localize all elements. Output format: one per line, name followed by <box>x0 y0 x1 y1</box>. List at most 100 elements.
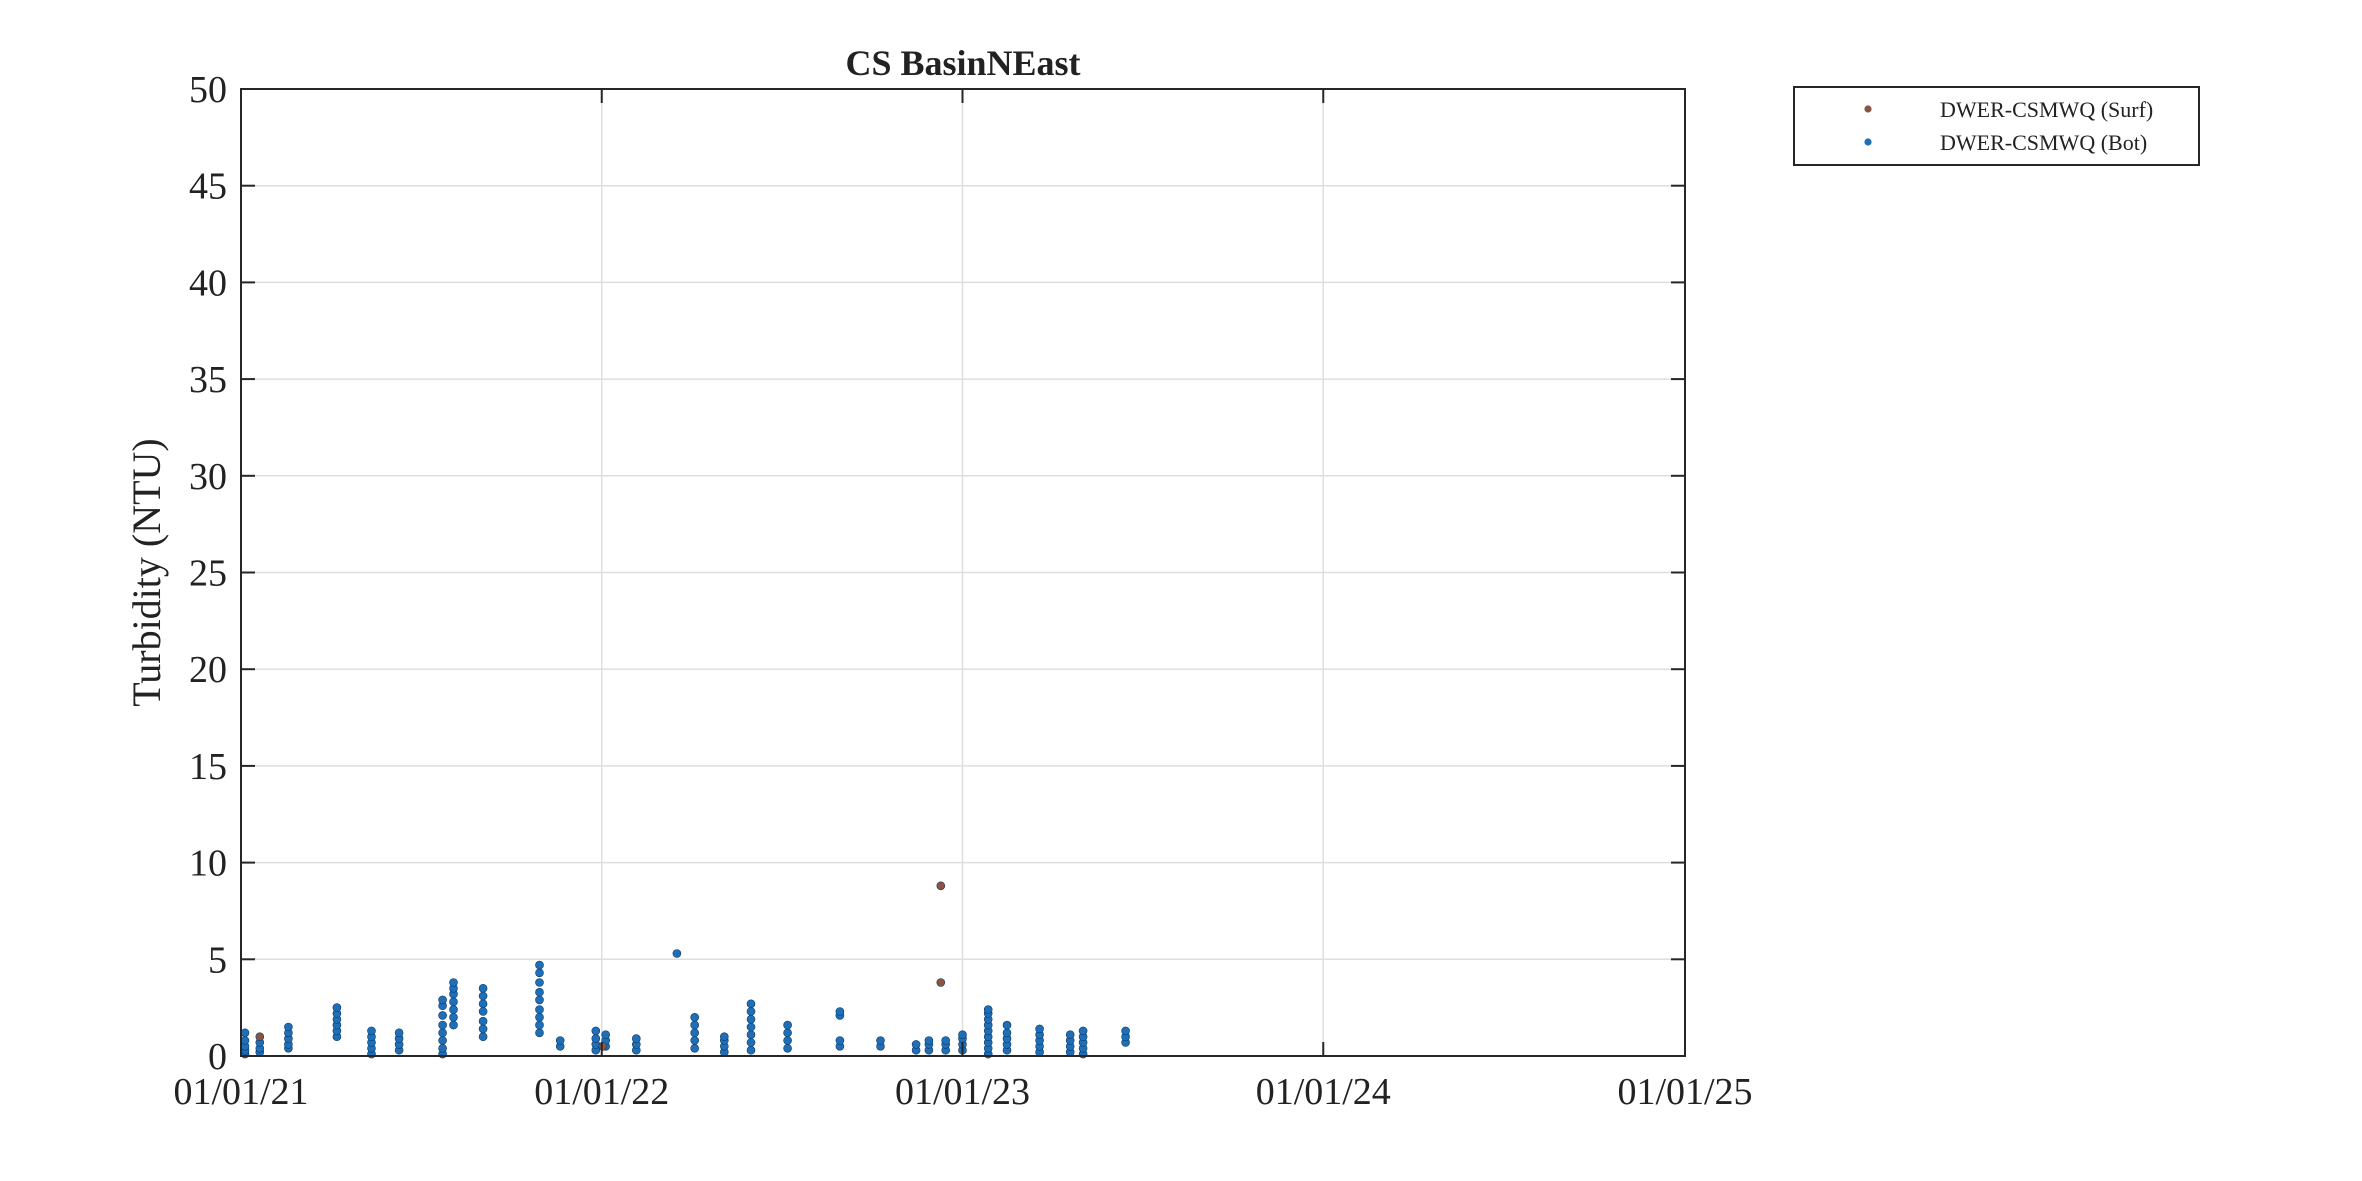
data-point-bot <box>746 1045 756 1055</box>
data-point-bot <box>478 983 488 993</box>
data-point-bot <box>478 1016 488 1026</box>
data-point-bot <box>535 1028 544 1038</box>
legend-marker-surf <box>1864 105 1872 113</box>
data-point-bot <box>438 1020 447 1030</box>
data-point-bot <box>746 1014 756 1024</box>
x-tick-label: 01/01/22 <box>534 1071 669 1113</box>
data-point-bot <box>449 1012 458 1022</box>
data-point-bot <box>690 1012 700 1022</box>
data-point-bot <box>983 1005 993 1014</box>
data-point-bot <box>631 1034 641 1043</box>
data-point-bot <box>672 949 682 958</box>
data-point-bot <box>958 1030 967 1039</box>
data-point-bot <box>478 999 488 1009</box>
data-point-surf <box>936 978 946 987</box>
y-tick-label: 40 <box>189 262 227 304</box>
y-tick-label: 50 <box>189 69 227 111</box>
y-tick-label: 25 <box>189 553 227 595</box>
data-point-bot <box>478 1007 488 1016</box>
data-point-bot <box>478 1024 488 1034</box>
data-point-bot <box>367 1026 376 1036</box>
x-tick-label: 01/01/25 <box>1617 1071 1752 1113</box>
data-point-bot <box>438 1036 447 1045</box>
data-point-bot <box>535 1012 544 1022</box>
x-tick-label: 01/01/21 <box>173 1071 308 1113</box>
y-tick-label: 45 <box>189 166 227 208</box>
data-point-bot <box>438 1011 447 1020</box>
data-point-bot <box>449 997 458 1007</box>
data-point-bot <box>746 999 756 1009</box>
data-point-bot <box>690 1028 700 1038</box>
y-tick-label: 20 <box>189 649 227 691</box>
data-point-bot <box>535 968 544 978</box>
plot-area-points <box>240 881 1130 1059</box>
data-point-bot <box>438 1044 447 1053</box>
data-point-bot <box>332 1003 342 1012</box>
data-point-bot <box>690 1020 700 1030</box>
data-point-bot <box>535 960 544 970</box>
legend-box <box>1793 86 2200 166</box>
data-point-bot <box>746 1022 756 1032</box>
data-point-bot <box>394 1028 404 1038</box>
data-point-bot <box>535 978 544 987</box>
data-point-bot <box>240 1028 250 1038</box>
y-tick-label: 30 <box>189 456 227 498</box>
data-point-bot <box>746 1030 756 1039</box>
legend: DWER-CSMWQ (Surf) DWER-CSMWQ (Bot) <box>1793 86 2200 166</box>
data-point-bot <box>535 995 544 1005</box>
chart-title: CS BasinNEast <box>845 43 1080 83</box>
data-point-bot <box>876 1036 885 1045</box>
data-point-bot <box>535 1005 544 1014</box>
data-point-bot <box>478 991 488 1001</box>
y-tick-label: 10 <box>189 843 227 885</box>
data-point-bot <box>555 1036 565 1045</box>
data-point-bot <box>591 1026 601 1036</box>
y-tick-label: 15 <box>189 746 227 788</box>
data-point-bot <box>438 1028 447 1038</box>
data-point-bot <box>719 1032 729 1041</box>
data-point-bot <box>746 1038 756 1047</box>
grid <box>241 89 1685 1056</box>
data-point-bot <box>449 978 458 987</box>
data-point-bot <box>1121 1026 1130 1036</box>
data-point-bot <box>783 1020 792 1030</box>
data-point-bot <box>1002 1020 1012 1030</box>
data-point-bot <box>746 1007 756 1016</box>
y-tick-label: 35 <box>189 359 227 401</box>
data-point-bot <box>690 1044 700 1053</box>
data-point-bot <box>535 987 544 997</box>
axis-ticks: 0 5 10 15 20 25 30 35 40 45 50 01/01/21 01/01/22 01/0… <box>173 69 1752 1113</box>
data-point-bot <box>438 995 447 1005</box>
data-point-bot <box>783 1028 792 1038</box>
data-point-bot <box>601 1030 611 1039</box>
data-point-bot <box>690 1036 700 1045</box>
data-point-surf <box>936 881 946 891</box>
legend-marker-bot <box>1864 138 1872 146</box>
data-point-bot <box>1035 1024 1044 1034</box>
data-point-bot <box>835 1007 845 1016</box>
data-point-bot <box>783 1036 792 1045</box>
data-point-bot <box>478 1032 488 1041</box>
data-point-bot <box>1065 1030 1075 1039</box>
data-point-bot <box>449 1020 458 1030</box>
legend-label-surf: DWER-CSMWQ (Surf) <box>1940 97 2153 122</box>
y-axis-label: Turbidity (NTU) <box>124 438 169 707</box>
y-tick-label: 5 <box>208 939 227 981</box>
x-tick-label: 01/01/23 <box>895 1071 1030 1113</box>
y-tick-label: 0 <box>208 1036 227 1078</box>
data-point-bot <box>1002 1028 1012 1038</box>
data-point-bot <box>1078 1026 1088 1036</box>
legend-label-bot: DWER-CSMWQ (Bot) <box>1940 130 2147 155</box>
data-point-bot <box>240 1036 250 1045</box>
data-point-bot <box>941 1036 951 1045</box>
data-point-bot <box>835 1036 845 1045</box>
data-point-bot <box>591 1034 601 1043</box>
data-point-bot <box>924 1036 934 1045</box>
x-tick-label: 01/01/24 <box>1256 1071 1391 1113</box>
data-point-bot <box>449 1005 458 1014</box>
data-point-bot <box>911 1040 921 1049</box>
data-point-surf <box>255 1032 265 1041</box>
data-point-bot <box>284 1022 293 1032</box>
data-point-bot <box>783 1044 792 1053</box>
